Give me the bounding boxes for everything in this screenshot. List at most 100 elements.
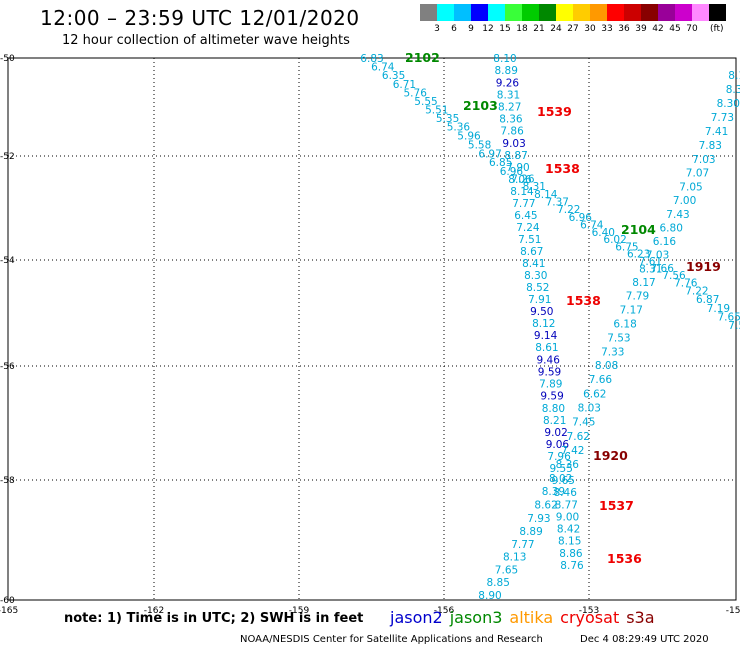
wave-height-value: 8.41 [522,258,545,270]
legend-swatch [607,4,624,21]
wave-height-value: 8.36 [499,114,523,126]
legend-tick-label: 21 [533,24,545,34]
wave-height-value: 7.73 [711,112,734,124]
wave-height-value: 7.62 [567,431,590,443]
wave-height-value: 8.31 [497,89,520,101]
wave-height-value: 9.65 [552,475,575,487]
wave-height-value: 8.13 [503,552,526,564]
wave-height-value: 7.91 [528,294,551,306]
pass-time-label: 1539 [537,104,572,119]
generated-timestamp: Dec 4 08:29:49 UTC 2020 [580,634,709,645]
wave-height-value: 6.96 [500,166,524,178]
wave-height-value: 9.02 [544,427,567,439]
legend-tick-label: 39 [635,24,647,34]
legend-swatch [573,4,590,21]
wave-height-value: 8.89 [495,65,518,77]
map-frame [7,57,737,601]
wave-height-value: 7.07 [686,168,709,180]
legend-swatch [488,4,505,21]
wave-height-value: 7.26 [511,174,535,186]
wave-height-value: 6.74 [371,62,395,74]
wave-height-value: 6.62 [583,388,606,400]
lon-label: -165 [0,606,18,616]
wave-height-value: 5.76 [404,87,428,99]
satellite-legend: jason2 jason3 altika cryosat s3a [390,608,662,627]
wave-height-value: 8.06 [508,174,532,186]
wave-height-value: 8.10 [728,70,740,82]
wave-height-value: 9.14 [534,330,558,342]
lon-label: -156 [434,606,455,616]
pass-time-label: 2102 [405,50,440,65]
wave-height-value: 8.12 [532,318,555,330]
wave-height-value: 8.61 [535,342,558,354]
lon-label: -159 [289,606,310,616]
wave-height-value: 6.96 [569,212,593,224]
wave-height-value: 6.71 [393,79,416,91]
wave-height-value: 7.66 [589,374,613,386]
wave-height-value: 6.35 [382,70,405,82]
wave-height-value: 7.61 [639,256,662,268]
wave-height-value: 8.39 [542,486,565,498]
legend-tick-label: 12 [482,24,494,34]
wave-height-value: 7.17 [620,305,643,317]
wave-height-value: 8.3 [726,84,740,96]
legend-swatch [539,4,556,21]
wave-height-value: 7.96 [547,451,571,463]
wave-height-value: 8.90 [478,590,501,602]
wave-height-value: 8.17 [632,277,655,289]
wave-height-value: 7.77 [512,198,535,210]
wave-height-value: 6.83 [360,53,383,65]
lat-label: -60 [0,596,15,606]
wave-height-value: 8.77 [555,499,578,511]
legend-swatch [556,4,573,21]
map-grid [7,57,737,601]
lat-label: -54 [0,256,15,266]
wave-height-value: 7.79 [626,291,649,303]
wave-height-value: 9.03 [502,138,525,150]
wave-height-value: 8.02 [549,473,572,485]
wave-height-value: 7.00 [673,195,696,207]
pass-time-label: 2104 [621,222,656,237]
lat-label: -50 [0,54,15,64]
wave-height-value: 7.51 [518,234,541,246]
wave-height-value: 5.36 [447,122,471,134]
wave-height-value: 9.06 [546,439,570,451]
lon-label: -150 [726,606,740,616]
legend-tick-label: 18 [516,24,528,34]
wave-height-value: 6.23 [627,249,650,261]
legend-swatch [709,4,726,21]
page-subtitle: 12 hour collection of altimeter wave hei… [62,33,350,48]
wave-height-value: 6.02 [603,234,626,246]
wave-height-value: 8.08 [595,360,618,372]
legend-swatch [505,4,522,21]
wave-height-value: 9.00 [556,512,579,524]
wave-height-value: 7.56 [662,270,686,282]
legend-tick-label: 42 [652,24,664,34]
satellite-name-s3a: s3a [626,608,655,627]
wave-height-value: 7.77 [511,539,534,551]
wave-height-value: 6.87 [696,294,719,306]
legend-tick-label: 6 [451,24,457,34]
wave-height-value: 9.59 [538,367,561,379]
wave-height-value: 8.52 [526,282,549,294]
lat-label: -52 [0,152,15,162]
wave-height-value: 8.42 [557,524,580,536]
wave-height-value: 8.31 [523,181,546,193]
wave-height-value: 8.67 [520,246,543,258]
legend-swatch [641,4,658,21]
wave-height-value: 6.97 [478,148,501,160]
wave-height-value: 8.80 [542,403,565,415]
track-times: 2102 2103 1539 1538 2104 1919 1538 1920 1537 1536 [405,50,721,566]
wave-height-value: 7.86 [500,126,524,138]
wave-height-value: 7.33 [601,346,624,358]
pass-time-label: 1538 [566,293,601,308]
wave-height-value: 7.22 [557,204,580,216]
pass-time-label: 2103 [463,98,498,113]
wave-height-value: 5.35 [436,113,459,125]
legend-tick-label: 33 [601,24,613,34]
legend-tick-label: 30 [584,24,596,34]
legend-swatch [692,4,709,21]
pass-time-label: 1537 [599,498,634,513]
wave-height-value: 7.45 [572,417,595,429]
